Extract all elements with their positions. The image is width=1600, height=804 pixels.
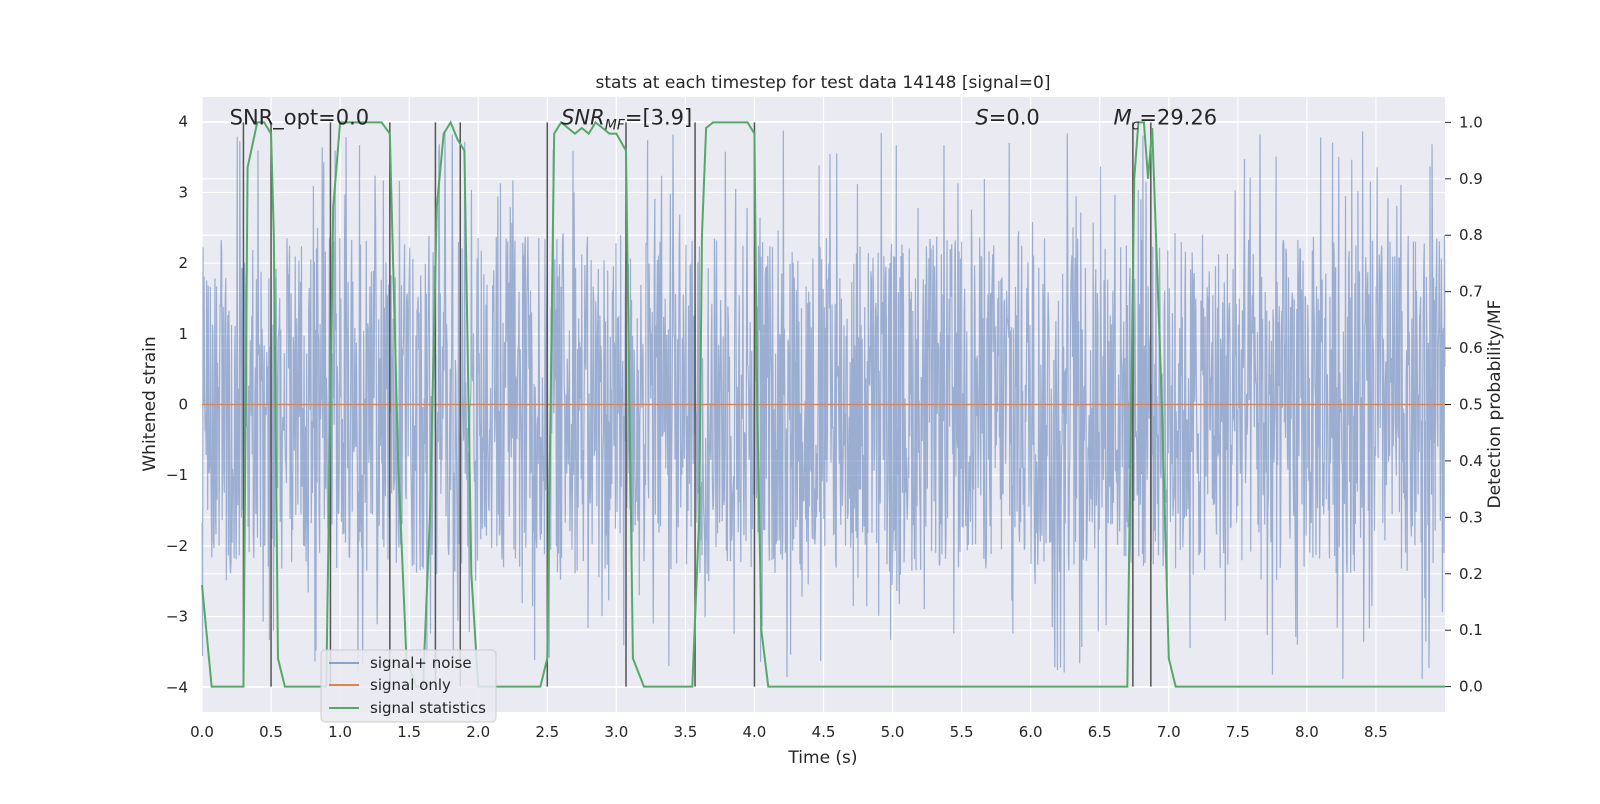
x-tick-label: 1.5 [397,723,421,741]
y-tick-label-right: 1.0 [1459,113,1483,131]
y-tick-label-right: 0.4 [1459,452,1483,470]
x-tick-label: 8.5 [1364,723,1388,741]
x-tick-label: 0.0 [190,723,214,741]
x-tick-label: 8.0 [1295,723,1319,741]
x-tick-label: 2.0 [466,723,490,741]
x-tick-label: 4.0 [743,723,767,741]
y-tick-label-left: 1 [178,325,188,343]
x-tick-label: 5.5 [950,723,974,741]
y-tick-label-right: 0.7 [1459,283,1483,301]
y-tick-label-left: 4 [178,113,188,131]
y-axis-label-left: Whitened strain [140,336,160,471]
x-tick-label: 0.5 [259,723,283,741]
legend: signal+ noise signal only signal statist… [320,649,497,723]
y-tick-label-left: −1 [166,466,188,484]
x-tick-label: 6.5 [1088,723,1112,741]
y-tick-label-left: 3 [178,183,188,201]
legend-label-signal-statistics: signal statistics [370,699,486,717]
y-tick-label-left: 2 [178,254,188,272]
annotation-chirp-mass: Mc=29.26 [1114,106,1218,134]
annotation-snr-opt: SNR_opt=0.0 [230,106,370,131]
y-tick-label-right: 0.0 [1459,678,1483,696]
x-tick-label: 2.5 [535,723,559,741]
y-tick-label-right: 0.5 [1459,396,1483,414]
x-tick-label: 1.0 [328,723,352,741]
y-tick-label-right: 0.6 [1459,339,1483,357]
statistics-layer [201,120,1445,688]
y-tick-label-left: −2 [166,537,188,555]
annotations-layer: SNR_opt=0.0 SNRMF=[3.9] S=0.0 Mc=29.26 [230,106,1217,134]
tick-labels-layer: 0.0 0.5 1.0 1.5 2.0 2.5 3.0 3.5 4.0 4.5 5.0 5.5 6.0 6… [166,113,1483,741]
x-tick-label: 3.5 [673,723,697,741]
y-tick-label-right: 0.9 [1459,170,1483,188]
annotation-snr-mf: SNRMF=[3.9] [561,106,692,134]
y-tick-label-left: −4 [166,678,188,696]
legend-label-signal-only: signal only [370,676,451,694]
chart-title: stats at each timestep for test data 141… [596,73,1051,93]
y-tick-label-left: −3 [166,608,188,626]
legend-box [320,649,497,723]
x-axis-label: Time (s) [787,748,857,768]
legend-label-signal-noise: signal+ noise [370,654,472,672]
x-tick-label: 7.5 [1226,723,1250,741]
y-tick-label-right: 0.2 [1459,565,1483,583]
x-tick-label: 4.5 [812,723,836,741]
x-tick-label: 5.0 [881,723,905,741]
x-tick-label: 6.0 [1019,723,1043,741]
y-axis-label-right: Detection probability/MF [1485,300,1505,509]
x-tick-label: 7.0 [1157,723,1181,741]
x-tick-label: 3.0 [604,723,628,741]
y-tick-label-right: 0.8 [1459,226,1483,244]
y-tick-label-right: 0.1 [1459,621,1483,639]
y-tick-label-left: 0 [178,396,188,414]
annotation-s-stat: S=0.0 [975,106,1039,130]
series-line-signal-statistics [201,120,1445,688]
y-tick-label-right: 0.3 [1459,508,1483,526]
